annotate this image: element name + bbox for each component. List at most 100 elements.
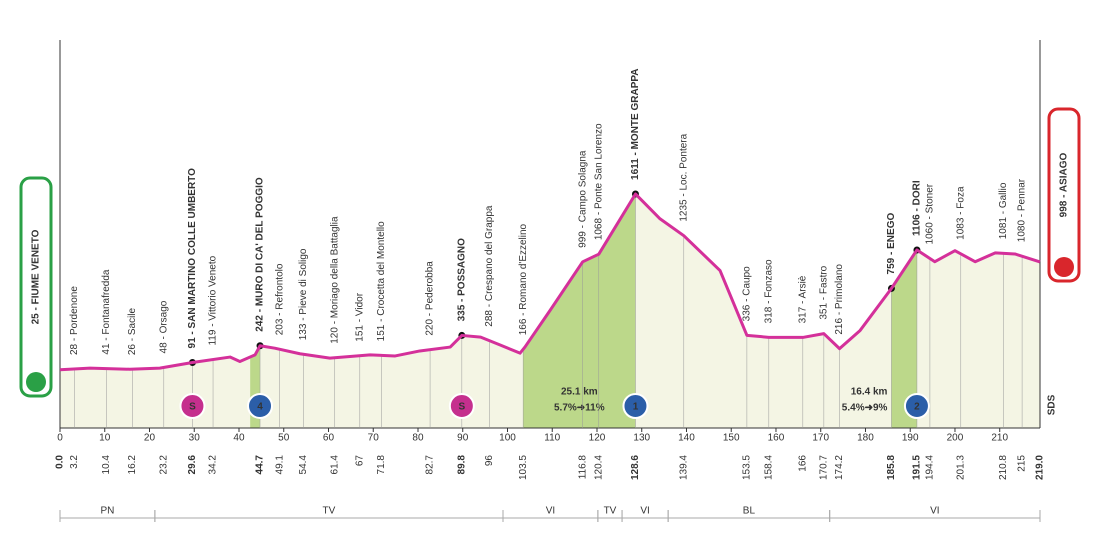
waypoint-label: 119 - Vittorio Veneto bbox=[208, 255, 219, 345]
climb-badge bbox=[903, 393, 930, 419]
km-label: 166 bbox=[797, 455, 808, 472]
sector-label: PN bbox=[100, 506, 114, 517]
endpoint-label: 25 - FIUME VENETO bbox=[31, 229, 42, 324]
x-tick-label: 200 bbox=[947, 433, 964, 444]
km-label: 23.2 bbox=[158, 455, 169, 475]
km-label: 194.4 bbox=[925, 455, 936, 480]
waypoint-label: 1060 - Stoner bbox=[925, 183, 936, 244]
waypoint-label: 41 - Fontanafredda bbox=[101, 269, 112, 354]
x-tick-label: 130 bbox=[633, 433, 650, 444]
waypoint-label: 48 - Orsago bbox=[158, 300, 169, 353]
sector-label: BL bbox=[743, 506, 756, 517]
km-label: 34.2 bbox=[208, 455, 219, 475]
x-tick-label: 10 bbox=[99, 433, 111, 444]
x-tick-label: 150 bbox=[723, 433, 740, 444]
x-tick-label: 80 bbox=[412, 433, 424, 444]
waypoint-label: 151 - Vidor bbox=[354, 292, 365, 341]
waypoint-label: 336 - Caupo bbox=[742, 266, 753, 321]
km-label: 153.5 bbox=[742, 455, 753, 480]
badge-label: S bbox=[189, 402, 196, 413]
climb-area bbox=[891, 249, 917, 428]
waypoint-label: 335 - POSSAGNO bbox=[456, 238, 467, 322]
x-tick-label: 40 bbox=[233, 433, 245, 444]
waypoint-label: 216 - Primolano bbox=[834, 264, 845, 335]
waypoint-label: 120 - Moriago della Battaglia bbox=[329, 216, 340, 344]
waypoint-label: 318 - Fonzaso bbox=[763, 259, 774, 323]
waypoint-label: 1083 - Foza bbox=[955, 186, 966, 240]
waypoint-label: 351 - Fastro bbox=[819, 265, 830, 319]
waypoint-label: 28 - Pordenone bbox=[69, 286, 80, 355]
x-tick-label: 110 bbox=[544, 433, 560, 444]
waypoint-label: 288 - Crespano del Grappa bbox=[484, 205, 495, 327]
km-label: 67 bbox=[354, 455, 365, 467]
x-tick-label: 140 bbox=[678, 433, 695, 444]
waypoint-label: 242 - MURO DI CA' DEL POGGIO bbox=[255, 177, 266, 332]
climb-length: 16.4 km bbox=[851, 387, 888, 398]
climb-badge bbox=[448, 393, 475, 419]
waypoint-label: 1080 - Pennar bbox=[1017, 178, 1028, 242]
km-label: 120.4 bbox=[593, 455, 604, 480]
km-label: 10.4 bbox=[101, 455, 112, 475]
x-tick-label: 90 bbox=[457, 433, 469, 444]
waypoint-label: 759 - ENEGO bbox=[886, 213, 897, 275]
x-tick-label: 120 bbox=[589, 433, 606, 444]
km-label: 96 bbox=[484, 455, 495, 467]
km-label: 61.4 bbox=[329, 455, 340, 475]
x-tick-label: 20 bbox=[144, 433, 156, 444]
km-label: 54.4 bbox=[298, 455, 309, 475]
waypoint-label: 220 - Pederobba bbox=[425, 261, 436, 336]
km-label: 89.8 bbox=[456, 455, 467, 475]
waypoint-label: 133 - Pieve di Soligo bbox=[298, 248, 309, 340]
climb-area bbox=[523, 193, 636, 428]
climb-badge bbox=[622, 393, 649, 419]
waypoint-label: 1106 - DORI bbox=[912, 180, 923, 236]
km-label: 170.7 bbox=[819, 455, 830, 480]
endpoint-icon bbox=[1054, 257, 1074, 277]
x-tick-label: 60 bbox=[323, 433, 335, 444]
endpoint-badge bbox=[19, 176, 53, 398]
km-label: 49.1 bbox=[274, 455, 285, 475]
sector-label: VI bbox=[640, 506, 649, 517]
sector-label: TV bbox=[604, 506, 617, 517]
waypoint-label: 1081 - Gallio bbox=[998, 182, 1009, 239]
endpoint-icon bbox=[26, 372, 46, 392]
km-label: 191.5 bbox=[912, 455, 923, 480]
endpoint-label: 998 - ASIAGO bbox=[1059, 152, 1070, 217]
km-label: 103.5 bbox=[518, 455, 529, 480]
x-tick-label: 180 bbox=[857, 433, 874, 444]
waypoint-label: 151 - Crocetta del Montello bbox=[376, 221, 387, 342]
badge-label: S bbox=[459, 402, 466, 413]
badge-label: 4 bbox=[257, 402, 263, 413]
km-label: 158.4 bbox=[763, 455, 774, 480]
km-label: 0.0 bbox=[55, 455, 66, 469]
x-tick-label: 0 bbox=[57, 433, 63, 444]
waypoint-label: 1611 - MONTE GRAPPA bbox=[630, 68, 641, 180]
km-label: 201.3 bbox=[955, 455, 966, 480]
waypoint-label: 999 - Campo Solagna bbox=[577, 150, 588, 248]
sector-label: VI bbox=[546, 506, 555, 517]
km-label: 174.2 bbox=[834, 455, 845, 480]
profile-line bbox=[59, 192, 1041, 372]
x-tick-label: 190 bbox=[902, 433, 919, 444]
km-label: 139.4 bbox=[678, 455, 689, 480]
logo: SDS bbox=[1047, 394, 1058, 415]
climb-gradient: 5.7%➜11% bbox=[554, 403, 605, 414]
km-label: 215 bbox=[1017, 455, 1028, 472]
km-label: 29.6 bbox=[187, 455, 198, 475]
endpoint-badge bbox=[1047, 107, 1081, 283]
x-tick-label: 210 bbox=[991, 433, 1008, 444]
climb-gradient: 5.4%➜9% bbox=[842, 403, 888, 414]
km-label: 219.0 bbox=[1035, 455, 1046, 480]
waypoint-label: 166 - Romano d'Ezzelino bbox=[518, 223, 529, 335]
km-label: 44.7 bbox=[255, 455, 266, 475]
km-label: 116.8 bbox=[577, 455, 588, 480]
waypoint-label: 1068 - Ponte San Lorenzo bbox=[593, 123, 604, 240]
sector-label: TV bbox=[323, 506, 336, 517]
badge-label: 2 bbox=[914, 402, 920, 413]
km-label: 210.8 bbox=[998, 455, 1009, 480]
sector-label: VI bbox=[930, 506, 939, 517]
waypoint-label: 91 - SAN MARTINO COLLE UMBERTO bbox=[187, 168, 198, 349]
badge-label: 1 bbox=[633, 402, 639, 413]
climb-badge bbox=[179, 393, 206, 419]
